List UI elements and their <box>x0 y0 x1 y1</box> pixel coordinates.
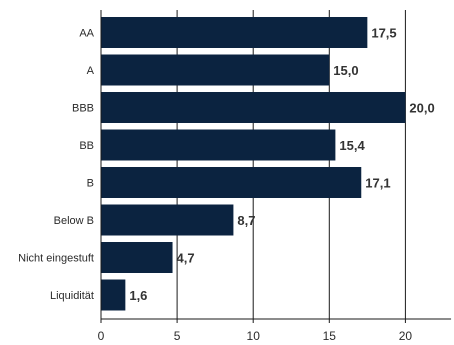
data-label: 20,0 <box>409 101 434 116</box>
category-label: Below B <box>54 215 94 227</box>
bar-1 <box>101 54 330 86</box>
data-label: 17,5 <box>371 26 396 41</box>
category-label: Nicht eingestuft <box>18 253 94 265</box>
bar-6 <box>101 242 173 273</box>
data-label: 4,7 <box>177 251 195 266</box>
bar-0 <box>101 17 368 48</box>
data-label: 17,1 <box>365 176 390 191</box>
x-axis <box>100 10 452 323</box>
category-label: BBB <box>72 103 94 115</box>
x-tick-label: 0 <box>98 329 105 343</box>
data-label: 1,6 <box>129 288 147 303</box>
category-label: Liquidität <box>50 290 94 302</box>
x-tick-labels: 0 5 10 15 20 <box>98 329 413 343</box>
category-label: BB <box>79 140 94 152</box>
x-tick-label: 10 <box>247 329 261 343</box>
bar-7 <box>101 279 126 311</box>
bar-4 <box>101 167 362 198</box>
bars <box>101 17 406 311</box>
data-labels: 17,5 15,0 20,0 15,4 17,1 8,7 4,7 1,6 <box>129 26 434 304</box>
bar-2 <box>101 92 406 123</box>
category-label: A <box>87 65 95 77</box>
category-label: B <box>87 178 94 190</box>
x-tick-label: 15 <box>323 329 337 343</box>
x-tick-label: 5 <box>174 329 181 343</box>
data-label: 15,4 <box>339 138 365 153</box>
category-label: AA <box>79 28 94 40</box>
bar-5 <box>101 204 234 236</box>
bar-3 <box>101 129 336 161</box>
x-tick-label: 20 <box>399 329 413 343</box>
data-label: 15,0 <box>333 63 358 78</box>
data-label: 8,7 <box>237 213 255 228</box>
